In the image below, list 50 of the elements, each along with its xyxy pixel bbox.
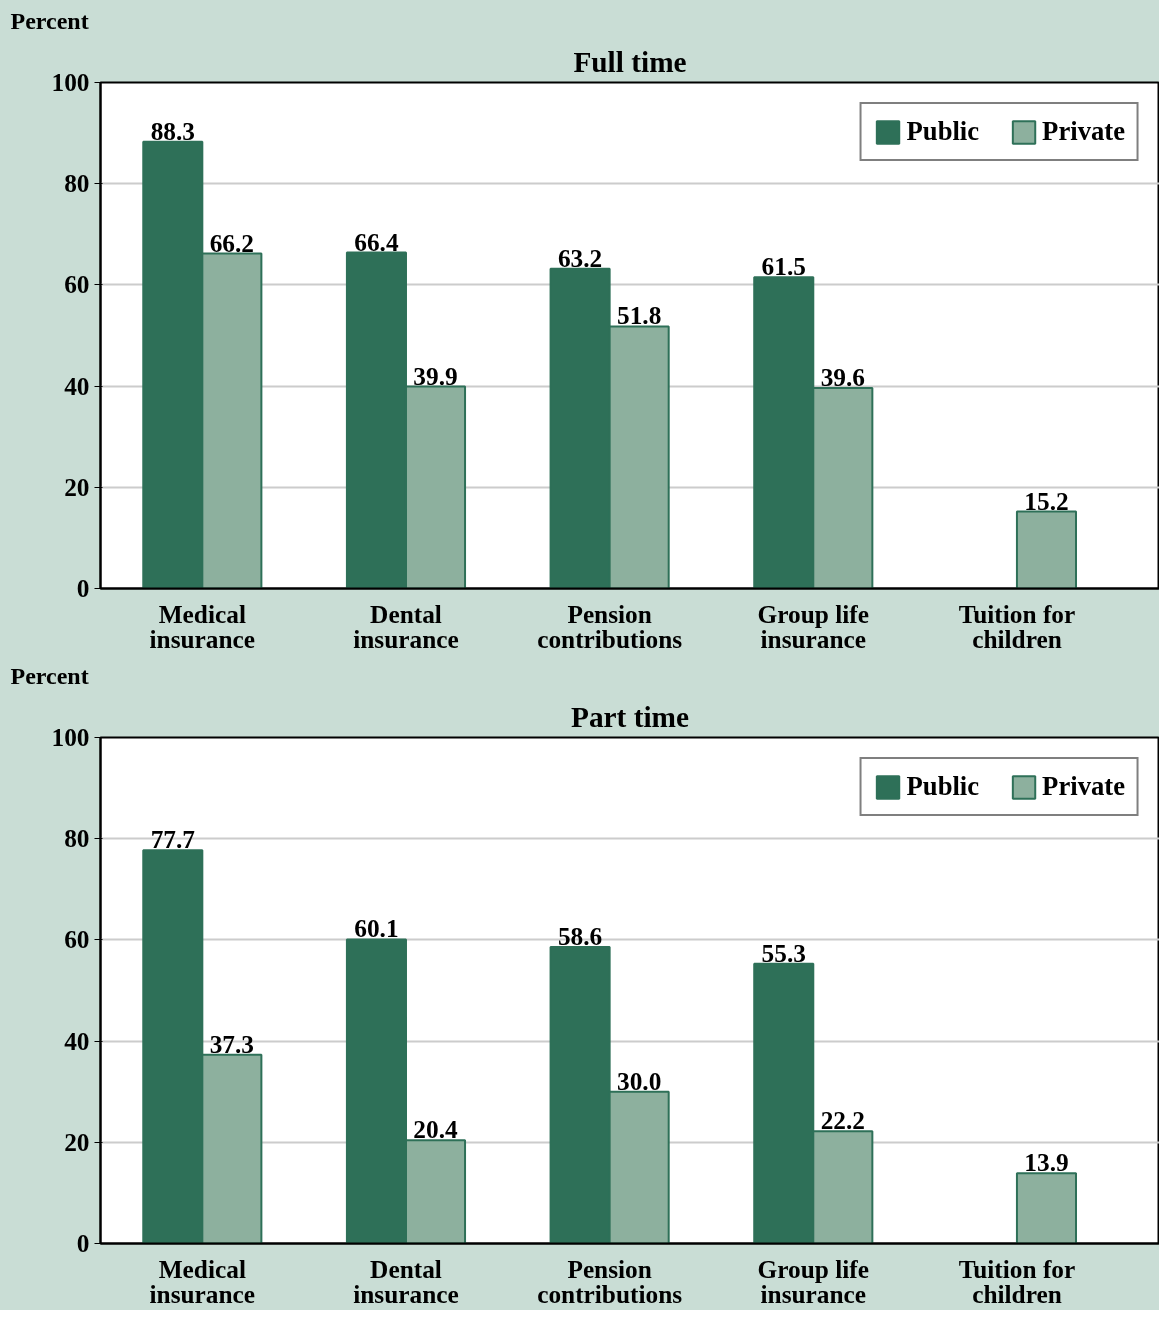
y-tick-label: 60 (64, 925, 90, 954)
legend-label: Private (1042, 771, 1125, 802)
y-tick-label: 20 (64, 472, 90, 501)
data-label: 66.4 (354, 227, 399, 256)
data-label: 37.3 (209, 1029, 255, 1058)
y-axis-title: Percent (10, 662, 89, 689)
data-label: 60.1 (354, 914, 399, 943)
x-tick-label: Tuition for children (958, 1254, 1076, 1308)
data-label: 20.4 (413, 1115, 459, 1144)
x-tick-label: Medical insurance (149, 1254, 256, 1308)
x-tick-label: Medical insurance (149, 599, 256, 653)
bar (1015, 510, 1077, 589)
legend-label: Private (1042, 116, 1125, 147)
y-tick-label: 20 (64, 1127, 90, 1156)
chart-title: Part time (570, 700, 690, 733)
x-tick-label: Pension contributions (537, 599, 683, 653)
data-label: 39.9 (413, 361, 458, 390)
bar (1015, 1172, 1077, 1244)
data-label: 88.3 (150, 116, 195, 145)
y-tick-label: 40 (64, 371, 90, 400)
y-tick-label: 60 (64, 270, 90, 299)
data-label: 30.0 (617, 1066, 662, 1095)
y-tick-label: 0 (76, 1229, 90, 1257)
x-tick-label: Group life insurance (757, 599, 869, 653)
x-tick-label: Dental insurance (353, 599, 459, 653)
data-label: 51.8 (617, 301, 662, 330)
data-label: 22.2 (820, 1106, 865, 1135)
data-label: 55.3 (761, 938, 806, 967)
x-tick-label: Group life insurance (757, 1254, 869, 1308)
data-label: 58.6 (557, 921, 603, 950)
data-label: 39.6 (820, 363, 865, 392)
legend-label: Public (906, 771, 980, 802)
y-tick-label: 80 (64, 169, 90, 198)
y-tick-label: 100 (51, 68, 90, 96)
data-label: 66.2 (209, 228, 255, 257)
data-label: 63.2 (557, 243, 603, 272)
y-tick-label: 40 (64, 1026, 90, 1055)
y-tick-label: 100 (51, 723, 90, 751)
x-tick-label: Tuition for children (958, 599, 1076, 653)
y-axis-title: Percent (10, 7, 89, 34)
y-tick-label: 0 (76, 574, 90, 602)
data-label: 15.2 (1024, 486, 1069, 515)
data-label: 13.9 (1024, 1148, 1069, 1177)
x-tick-label: Dental insurance (353, 1254, 459, 1308)
chart-title: Full time (573, 45, 687, 78)
x-tick-label: Pension contributions (537, 1254, 683, 1308)
data-label: 77.7 (150, 825, 196, 854)
legend-label: Public (906, 116, 980, 147)
data-label: 61.5 (761, 252, 806, 281)
y-tick-label: 80 (64, 824, 90, 853)
